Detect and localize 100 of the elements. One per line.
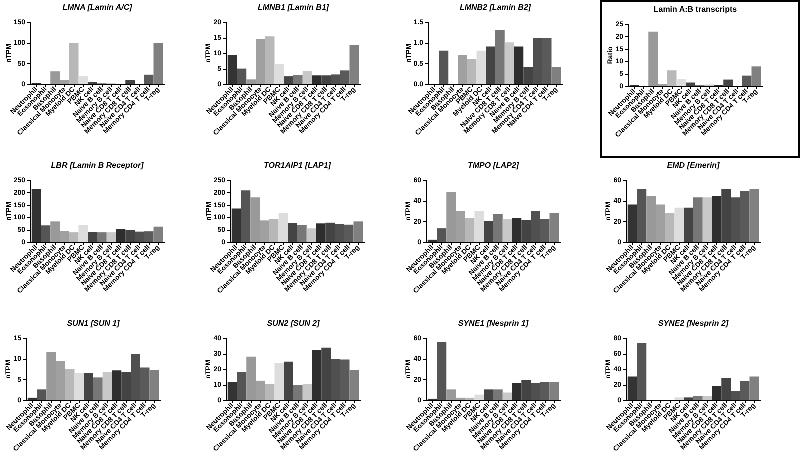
bar xyxy=(302,384,312,400)
bar xyxy=(667,70,677,86)
bar xyxy=(350,46,360,84)
bar xyxy=(41,226,51,242)
bar xyxy=(150,370,160,400)
bar xyxy=(74,374,84,400)
bar xyxy=(702,396,712,400)
bar xyxy=(512,383,522,400)
bar xyxy=(312,76,322,84)
bar xyxy=(684,208,694,242)
bar xyxy=(278,213,288,242)
bar xyxy=(476,50,486,84)
bar xyxy=(241,190,251,242)
bar xyxy=(486,46,496,84)
bar xyxy=(316,224,326,242)
bar xyxy=(65,369,75,400)
bar xyxy=(665,213,675,242)
bar xyxy=(294,75,303,84)
chart-title: TMPO [LAP2] xyxy=(468,161,520,170)
chart-title: EMD [Emerin] xyxy=(667,161,720,170)
chart-title: TOR1AIP1 [LAP1] xyxy=(264,161,332,170)
bar xyxy=(274,64,284,84)
bar xyxy=(484,390,494,400)
bar xyxy=(228,55,238,84)
bar xyxy=(98,232,107,242)
bar xyxy=(350,370,360,400)
bar xyxy=(712,386,722,400)
bar xyxy=(102,372,112,400)
bar xyxy=(69,232,79,242)
chart-title: SYNE2 [Nesprin 2] xyxy=(658,319,729,328)
bar xyxy=(676,80,686,86)
bar xyxy=(494,390,503,400)
bar xyxy=(116,229,126,242)
bar xyxy=(237,68,247,84)
bar xyxy=(274,363,284,400)
bar xyxy=(702,198,712,242)
bar xyxy=(458,55,468,84)
bar xyxy=(550,382,560,400)
bar xyxy=(312,350,322,400)
bar xyxy=(514,46,524,84)
bar xyxy=(154,43,164,84)
bar xyxy=(674,208,684,242)
chart-title: SUN2 [SUN 2] xyxy=(267,319,320,328)
bar xyxy=(288,223,298,242)
bar xyxy=(306,228,316,242)
bar xyxy=(88,232,98,242)
bar xyxy=(69,43,79,84)
bar xyxy=(484,221,494,242)
bar xyxy=(465,218,475,242)
bar xyxy=(265,384,275,400)
bar xyxy=(94,378,103,400)
bar xyxy=(504,42,514,84)
bar xyxy=(228,382,238,400)
bar xyxy=(437,228,447,242)
chart-title: LMNB2 [Lamin B2] xyxy=(460,3,532,12)
bar xyxy=(294,385,303,400)
bar xyxy=(494,214,503,242)
bar xyxy=(552,67,562,84)
chart-title: Lamin A:B transcripts xyxy=(654,5,738,14)
chart-title: LMNB1 [Lamin B1] xyxy=(258,3,330,12)
chart-title: LMNA [Lamin A/C] xyxy=(62,3,133,12)
bar xyxy=(502,392,512,400)
bar xyxy=(637,343,647,400)
bar xyxy=(265,36,275,84)
chart-title: SUN1 [SUN 1] xyxy=(67,319,120,328)
bar xyxy=(628,376,638,400)
bar xyxy=(284,362,294,400)
chart-title: LBR [Lamin B Receptor] xyxy=(51,161,144,170)
bar xyxy=(354,222,364,242)
bar xyxy=(550,213,560,242)
bar xyxy=(78,76,88,84)
bar xyxy=(237,372,247,400)
bar xyxy=(112,370,122,400)
bar xyxy=(269,219,279,242)
bar xyxy=(84,373,94,400)
bar xyxy=(686,82,696,86)
bar xyxy=(637,189,647,242)
bar xyxy=(742,76,752,86)
bar xyxy=(474,211,484,242)
bar xyxy=(144,74,154,84)
bar xyxy=(694,396,703,400)
bar xyxy=(628,204,638,242)
bar xyxy=(106,232,116,242)
bar xyxy=(298,225,307,242)
bar xyxy=(467,59,477,84)
bar xyxy=(750,189,760,242)
bar xyxy=(154,226,164,242)
bar xyxy=(32,189,42,242)
bar xyxy=(302,70,312,84)
bar xyxy=(724,80,733,86)
bar xyxy=(502,219,512,242)
bar xyxy=(437,342,447,400)
bar xyxy=(712,196,722,242)
bar xyxy=(439,50,449,84)
bar xyxy=(232,208,242,242)
bar xyxy=(37,390,47,400)
chart-title: SYNE1 [Nesprin 1] xyxy=(458,319,529,328)
bar xyxy=(694,198,703,242)
bar xyxy=(750,376,760,400)
bar xyxy=(752,66,762,86)
